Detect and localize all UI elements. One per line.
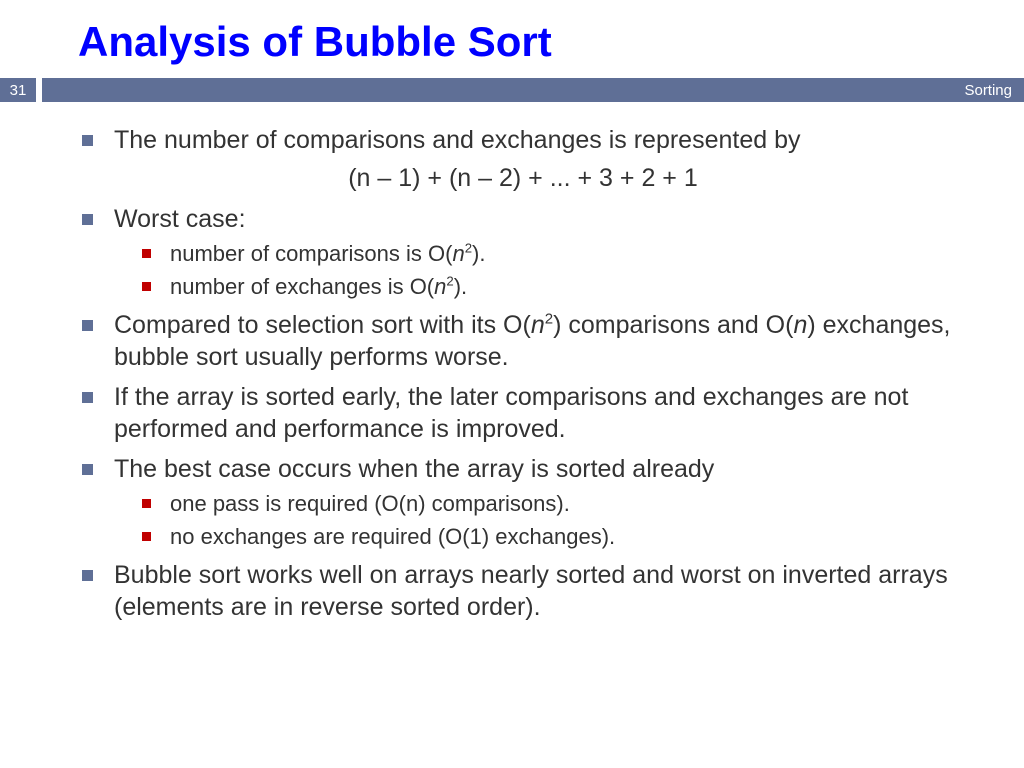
sub-bullet-text: number of comparisons is O( [170,241,452,266]
bullet-text: Compared to selection sort with its O( [114,311,531,339]
var-n: n [531,311,545,339]
exponent: 2 [446,274,453,289]
slide-title: Analysis of Bubble Sort [0,0,1024,78]
bullet-text: ) comparisons and O( [553,311,793,339]
bullet-text: Worst case: [114,205,246,233]
var-n: n [434,274,446,299]
bullet-item: Worst case: number of comparisons is O(n… [82,203,964,301]
formula-text: (n – 1) + (n – 2) + ... + 3 + 2 + 1 [82,164,964,193]
sub-bullet-list: number of comparisons is O(n2). number o… [142,239,964,301]
exponent: 2 [465,241,472,256]
header-bar: 31 Sorting [0,78,1024,102]
bullet-item: The number of comparisons and exchanges … [82,124,964,156]
bullet-item: The best case occurs when the array is s… [82,453,964,551]
sub-bullet-item: number of comparisons is O(n2). [142,239,964,268]
sub-bullet-item: one pass is required (O(n) comparisons). [142,489,964,518]
bullet-list: Worst case: number of comparisons is O(n… [82,203,964,623]
exponent: 2 [545,311,553,328]
var-n: n [452,241,464,266]
bullet-item: Bubble sort works well on arrays nearly … [82,559,964,623]
sub-bullet-text: ). [454,274,467,299]
bullet-text: The best case occurs when the array is s… [114,455,714,483]
bullet-list: The number of comparisons and exchanges … [82,124,964,156]
page-number: 31 [0,78,36,102]
section-label: Sorting [964,82,1012,99]
var-n: n [793,311,807,339]
sub-bullet-list: one pass is required (O(n) comparisons).… [142,489,964,551]
sub-bullet-text: ). [472,241,485,266]
bullet-item: Compared to selection sort with its O(n2… [82,309,964,373]
sub-bullet-text: number of exchanges is O( [170,274,434,299]
section-bar: Sorting [42,78,1024,102]
slide-content: The number of comparisons and exchanges … [0,124,1024,623]
sub-bullet-item: no exchanges are required (O(1) exchange… [142,522,964,551]
bullet-item: If the array is sorted early, the later … [82,381,964,445]
sub-bullet-item: number of exchanges is O(n2). [142,272,964,301]
